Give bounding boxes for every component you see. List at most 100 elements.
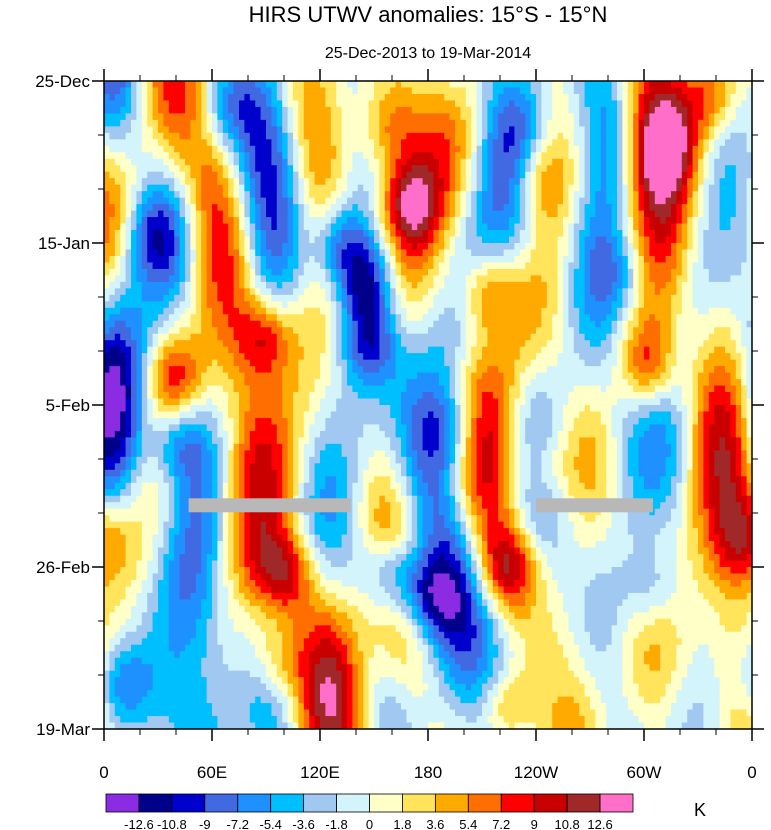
anomaly-cell xyxy=(244,340,251,348)
anomaly-cell xyxy=(341,139,348,147)
anomaly-cell xyxy=(309,132,315,140)
anomaly-cell xyxy=(195,223,202,231)
anomaly-cell xyxy=(514,152,521,160)
anomaly-cell xyxy=(487,288,494,296)
anomaly-cell xyxy=(719,126,726,134)
anomaly-cell xyxy=(411,281,418,289)
anomaly-cell xyxy=(746,268,753,276)
anomaly-cell xyxy=(417,139,423,147)
anomaly-cell xyxy=(363,113,369,121)
anomaly-cell xyxy=(449,327,456,335)
anomaly-cell xyxy=(595,100,602,108)
anomaly-cell xyxy=(644,119,650,127)
anomaly-cell xyxy=(330,255,337,263)
anomaly-cell xyxy=(579,223,585,231)
anomaly-cell xyxy=(174,255,180,263)
anomaly-cell xyxy=(622,262,629,270)
anomaly-cell xyxy=(325,93,332,101)
anomaly-cell xyxy=(217,191,224,199)
anomaly-cell xyxy=(152,158,159,166)
anomaly-cell xyxy=(428,100,434,108)
anomaly-cell xyxy=(390,106,396,114)
anomaly-cell xyxy=(141,93,148,101)
anomaly-cell xyxy=(573,223,580,231)
anomaly-cell xyxy=(557,158,564,166)
anomaly-cell xyxy=(217,100,224,108)
anomaly-cell xyxy=(395,236,402,244)
anomaly-cell xyxy=(665,119,672,127)
anomaly-cell xyxy=(109,93,116,101)
anomaly-cell xyxy=(428,255,434,263)
anomaly-cell xyxy=(163,268,170,276)
anomaly-cell xyxy=(422,184,429,192)
anomaly-cell xyxy=(325,126,332,134)
anomaly-cell xyxy=(287,281,294,289)
anomaly-cell xyxy=(627,113,634,121)
anomaly-cell xyxy=(341,262,348,270)
anomaly-cell xyxy=(487,178,494,186)
anomaly-cell xyxy=(212,93,218,101)
anomaly-cell xyxy=(638,204,645,211)
anomaly-cell xyxy=(298,268,305,276)
anomaly-cell xyxy=(438,119,445,127)
anomaly-cell xyxy=(336,320,342,328)
anomaly-cell xyxy=(746,113,753,121)
anomaly-cell xyxy=(266,178,272,186)
anomaly-cell xyxy=(363,346,369,354)
anomaly-cell xyxy=(725,249,731,257)
anomaly-cell xyxy=(444,171,450,179)
anomaly-cell xyxy=(228,294,234,302)
anomaly-cell xyxy=(471,100,477,108)
anomaly-cell xyxy=(271,268,278,276)
anomaly-cell xyxy=(104,307,110,315)
anomaly-cell xyxy=(152,340,159,348)
anomaly-cell xyxy=(681,268,688,276)
anomaly-cell xyxy=(622,210,629,218)
anomaly-cell xyxy=(287,243,294,250)
anomaly-cell xyxy=(703,93,710,101)
anomaly-cell xyxy=(514,294,521,302)
anomaly-cell xyxy=(120,106,126,114)
anomaly-cell xyxy=(698,262,704,270)
anomaly-cell xyxy=(514,262,521,270)
anomaly-cell xyxy=(131,268,137,276)
anomaly-cell xyxy=(282,119,288,127)
anomaly-cell xyxy=(519,268,526,276)
anomaly-cell xyxy=(347,100,353,108)
anomaly-cell xyxy=(525,132,531,140)
anomaly-cell xyxy=(676,113,683,121)
anomaly-cell xyxy=(687,178,693,186)
anomaly-cell xyxy=(303,223,310,231)
anomaly-cell xyxy=(325,197,332,205)
anomaly-cell xyxy=(336,340,342,348)
anomaly-cell xyxy=(681,301,688,309)
anomaly-cell xyxy=(579,255,585,263)
anomaly-cell xyxy=(298,81,305,88)
anomaly-cell xyxy=(314,230,321,237)
anomaly-cell xyxy=(730,223,737,231)
anomaly-cell xyxy=(498,210,504,218)
anomaly-cell xyxy=(395,171,402,179)
anomaly-cell xyxy=(665,236,672,244)
anomaly-cell xyxy=(498,184,504,192)
anomaly-cell xyxy=(552,301,558,309)
anomaly-cell xyxy=(147,87,153,95)
anomaly-cell xyxy=(579,126,585,134)
anomaly-cell xyxy=(665,171,672,179)
anomaly-cell xyxy=(725,126,731,134)
anomaly-cell xyxy=(654,165,661,173)
anomaly-cell xyxy=(584,249,591,257)
anomaly-cell xyxy=(444,139,450,147)
anomaly-cell xyxy=(320,320,326,328)
anomaly-cell xyxy=(201,243,207,250)
anomaly-cell xyxy=(417,333,423,341)
anomaly-cell xyxy=(741,113,747,121)
anomaly-cell xyxy=(185,262,191,270)
anomaly-cell xyxy=(390,93,396,101)
anomaly-cell xyxy=(492,178,499,186)
anomaly-cell xyxy=(611,81,618,88)
anomaly-cell xyxy=(293,307,299,315)
anomaly-cell xyxy=(698,294,704,302)
anomaly-cell xyxy=(525,113,531,121)
anomaly-cell xyxy=(260,158,267,166)
